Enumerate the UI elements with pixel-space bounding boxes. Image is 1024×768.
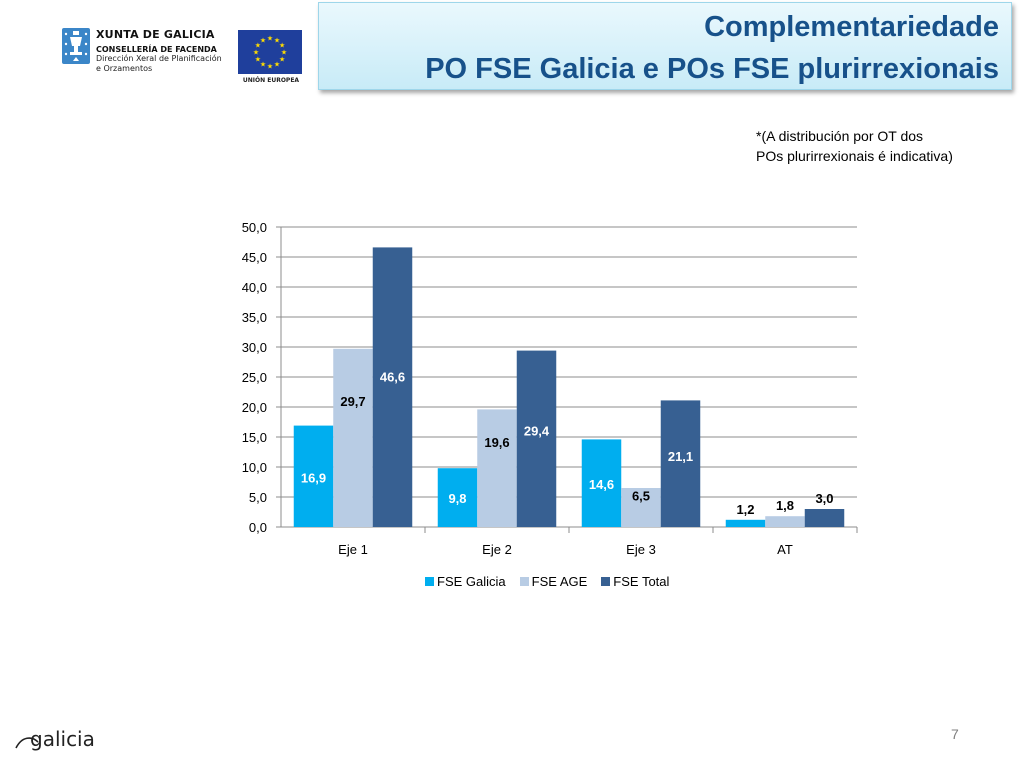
legend-item: FSE AGE xyxy=(519,574,588,589)
eu-star-icon: ★ xyxy=(279,42,285,50)
x-tick-label: Eje 2 xyxy=(482,542,512,557)
bar xyxy=(804,509,845,527)
data-label: 1,8 xyxy=(776,498,794,513)
bar xyxy=(333,348,373,527)
page-title-line-1: Complementariedade xyxy=(704,11,999,43)
eu-star-icon: ★ xyxy=(279,56,285,64)
bar xyxy=(372,247,413,527)
x-tick-label: Eje 1 xyxy=(338,542,368,557)
bar xyxy=(516,350,557,527)
y-tick-label: 15,0 xyxy=(242,430,267,445)
y-tick-label: 35,0 xyxy=(242,310,267,325)
eu-star-icon: ★ xyxy=(260,36,266,44)
y-tick-label: 40,0 xyxy=(242,280,267,295)
y-tick-label: 20,0 xyxy=(242,400,267,415)
y-tick-label: 25,0 xyxy=(242,370,267,385)
department-name: CONSELLERÍA DE FACENDA xyxy=(96,45,217,54)
data-label: 16,9 xyxy=(301,470,326,485)
eu-logo: ★ ★ ★ ★ ★ ★ ★ ★ ★ ★ ★ ★ UNIÓN EUROPEA xyxy=(238,30,304,90)
eu-caption: UNIÓN EUROPEA xyxy=(242,77,300,84)
y-tick-label: 0,0 xyxy=(249,520,267,535)
eu-star-icon: ★ xyxy=(255,56,261,64)
page-title-line-2: PO FSE Galicia e POs FSE plurirrexionais xyxy=(425,53,999,85)
bar xyxy=(660,400,701,527)
eu-flag-icon: ★ ★ ★ ★ ★ ★ ★ ★ ★ ★ ★ ★ xyxy=(238,30,302,74)
chart-legend: FSE Galicia FSE AGE FSE Total xyxy=(425,574,669,589)
bar xyxy=(765,516,805,527)
legend-label: FSE Galicia xyxy=(437,574,506,589)
bar xyxy=(581,439,622,527)
department-sub-line-1: Dirección Xeral de Planificación xyxy=(96,54,222,63)
eu-star-icon: ★ xyxy=(274,36,280,44)
data-label: 21,1 xyxy=(668,449,693,464)
y-tick-label: 10,0 xyxy=(242,460,267,475)
data-label: 3,0 xyxy=(815,491,833,506)
note-line-1: *(A distribución por OT dos xyxy=(756,128,924,144)
note-line-2: POs plurirrexionais é indicativa) xyxy=(756,148,953,164)
data-label: 29,7 xyxy=(340,394,365,409)
legend-label: FSE AGE xyxy=(531,574,588,589)
x-tick-label: Eje 3 xyxy=(626,542,656,557)
bar xyxy=(621,488,661,527)
y-tick-label: 5,0 xyxy=(249,490,267,505)
bar xyxy=(477,409,517,527)
xunta-logo: XUNTA DE GALICIA CONSELLERÍA DE FACENDA … xyxy=(62,28,232,80)
data-label: 19,6 xyxy=(484,435,509,450)
legend-item: FSE Galicia xyxy=(425,574,506,589)
legend-swatch xyxy=(425,577,434,586)
eu-star-icon: ★ xyxy=(253,49,259,57)
distribution-note: *(A distribución por OT dos POs plurirre… xyxy=(756,126,953,166)
xunta-emblem-icon xyxy=(62,28,90,64)
data-label: 29,4 xyxy=(524,423,550,438)
svg-text:galicia: galicia xyxy=(30,727,95,751)
legend-swatch xyxy=(519,577,529,586)
data-label: 6,5 xyxy=(632,488,650,503)
y-tick-label: 45,0 xyxy=(242,250,267,265)
page-number: 7 xyxy=(951,726,959,742)
y-tick-label: 50,0 xyxy=(242,220,267,235)
bar xyxy=(437,468,478,527)
eu-star-icon: ★ xyxy=(267,63,273,71)
galicia-logo: galicia xyxy=(12,722,112,758)
data-label: 14,6 xyxy=(589,477,614,492)
eu-star-icon: ★ xyxy=(274,61,280,69)
eu-star-icon: ★ xyxy=(260,61,266,69)
legend-swatch xyxy=(601,577,611,586)
title-box: Complementariedade PO FSE Galicia e POs … xyxy=(318,2,1012,90)
data-label: 1,2 xyxy=(736,502,754,517)
legend-label: FSE Total xyxy=(613,574,670,589)
eu-star-icon: ★ xyxy=(267,35,273,43)
legend-item: FSE Total xyxy=(601,574,669,589)
eu-star-icon: ★ xyxy=(255,42,261,50)
bar xyxy=(725,519,766,527)
org-name: XUNTA DE GALICIA xyxy=(96,28,215,41)
y-tick-label: 30,0 xyxy=(242,340,267,355)
data-label: 9,8 xyxy=(448,491,466,506)
eu-star-icon: ★ xyxy=(281,49,287,57)
bar xyxy=(293,425,334,527)
department-sub-line-2: e Orzamentos xyxy=(96,64,153,73)
x-tick-label: AT xyxy=(777,542,793,557)
data-label: 46,6 xyxy=(380,370,405,385)
